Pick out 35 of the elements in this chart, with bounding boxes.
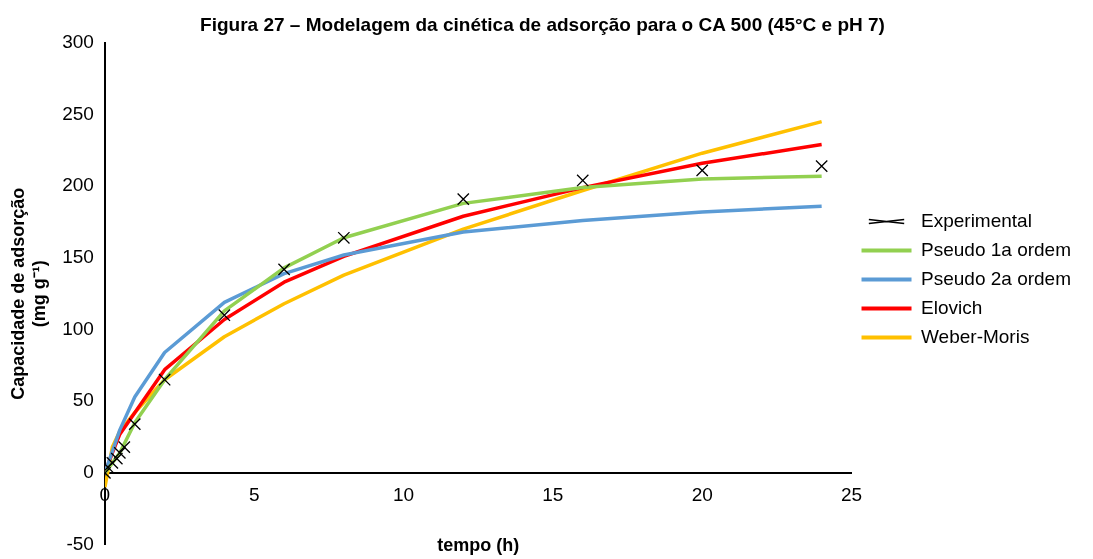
text: Capacidade de adsorção xyxy=(7,187,28,400)
text: (mg g⁻¹) xyxy=(29,260,50,328)
x-tick-label: 25 xyxy=(840,483,863,505)
legend-label: Experimental xyxy=(921,209,1032,231)
point xyxy=(337,231,351,245)
point xyxy=(277,263,291,276)
point xyxy=(695,164,709,177)
y-tick-label: -50 xyxy=(66,532,94,554)
point xyxy=(118,440,131,454)
point xyxy=(106,456,119,470)
point xyxy=(110,452,124,465)
legend-label: Pseudo 2a ordem xyxy=(921,267,1072,289)
y-tick-label: 0 xyxy=(83,461,94,483)
legend-label: Weber-Moris xyxy=(921,325,1030,347)
chart-title: Figura 27 – Modelagem da cinética de adsorção para o CA 500 (45°C e pH 7) xyxy=(200,13,885,35)
point xyxy=(456,192,470,206)
legend-label: Elovich xyxy=(921,296,983,318)
y-tick-label: 150 xyxy=(62,246,94,268)
y-tick-label: 50 xyxy=(72,389,94,411)
x-tick-label: 10 xyxy=(392,483,415,505)
legend-label: Pseudo 1a ordem xyxy=(921,238,1072,260)
x-tick-label: 5 xyxy=(248,483,260,505)
y-tick-label: 100 xyxy=(62,317,94,339)
point xyxy=(576,174,590,187)
point xyxy=(815,159,828,173)
point xyxy=(158,373,171,387)
x-axis-title: tempo (h) xyxy=(437,534,520,555)
y-tick-label: 200 xyxy=(62,174,94,196)
point xyxy=(128,417,142,431)
x-tick-label: 15 xyxy=(542,483,564,505)
x-tick-label: 20 xyxy=(691,483,713,505)
point xyxy=(218,308,231,322)
point xyxy=(113,446,127,460)
y-tick-label: 300 xyxy=(62,31,94,53)
y-tick-label: 250 xyxy=(62,102,94,124)
